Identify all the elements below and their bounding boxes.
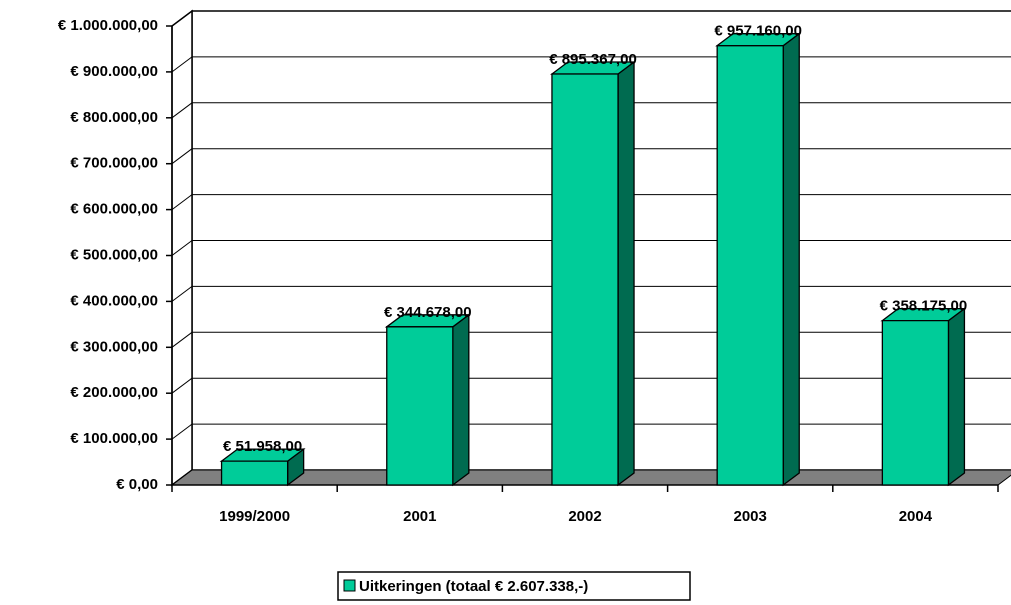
bar — [384, 313, 471, 487]
bar — [715, 32, 802, 487]
x-tick-label: 2003 — [734, 508, 767, 525]
y-tick-label: € 600.000,00 — [70, 201, 158, 218]
bar-side — [617, 60, 635, 487]
bar-front — [881, 319, 950, 486]
y-tick-label: € 100.000,00 — [70, 430, 158, 447]
grid-line — [171, 377, 193, 394]
grid-line — [171, 102, 193, 119]
bar-front — [220, 460, 289, 486]
grid-line — [171, 56, 193, 73]
bar-side — [947, 307, 966, 487]
grid-line — [171, 285, 193, 302]
x-tick-label: 2002 — [568, 508, 601, 525]
bar-front — [551, 73, 619, 486]
y-tick-label: € 0,00 — [116, 476, 158, 493]
legend-label: Uitkeringen (totaal € 2.607.338,-) — [359, 578, 588, 595]
y-tick-label: € 300.000,00 — [70, 338, 158, 355]
y-tick-label: € 800.000,00 — [70, 109, 158, 126]
x-tick-label: 2004 — [899, 508, 933, 525]
bar-front — [386, 326, 454, 486]
legend-box — [337, 571, 691, 601]
bar — [880, 307, 967, 487]
bar-side — [452, 313, 470, 487]
grid-line — [171, 194, 193, 211]
value-label: € 957.160,00 — [714, 23, 802, 40]
value-label: € 895.367,00 — [549, 51, 637, 68]
grid-line — [171, 331, 193, 348]
grid-line — [171, 240, 193, 256]
value-label: € 344.678,00 — [384, 304, 472, 321]
y-tick-label: € 200.000,00 — [70, 384, 158, 401]
y-tick-label: € 900.000,00 — [70, 63, 158, 80]
y-tick-label: € 1.000.000,00 — [58, 17, 158, 34]
x-tick-label: 2001 — [403, 508, 436, 525]
grid-line — [171, 148, 193, 165]
bar-front — [716, 45, 784, 486]
value-label: € 358.175,00 — [880, 298, 968, 315]
y-tick-label: € 400.000,00 — [70, 292, 158, 309]
value-label: € 51.958,00 — [223, 438, 302, 455]
y-tick-label: € 500.000,00 — [70, 246, 158, 263]
grid-line — [171, 10, 193, 27]
y-tick-label: € 700.000,00 — [70, 155, 158, 172]
bar — [219, 447, 306, 487]
bar-side — [782, 32, 800, 487]
bar — [550, 60, 636, 487]
grid-line — [171, 469, 193, 486]
legend-swatch — [343, 579, 356, 592]
grid-line — [171, 423, 193, 440]
x-tick-label: 1999/2000 — [219, 508, 290, 525]
